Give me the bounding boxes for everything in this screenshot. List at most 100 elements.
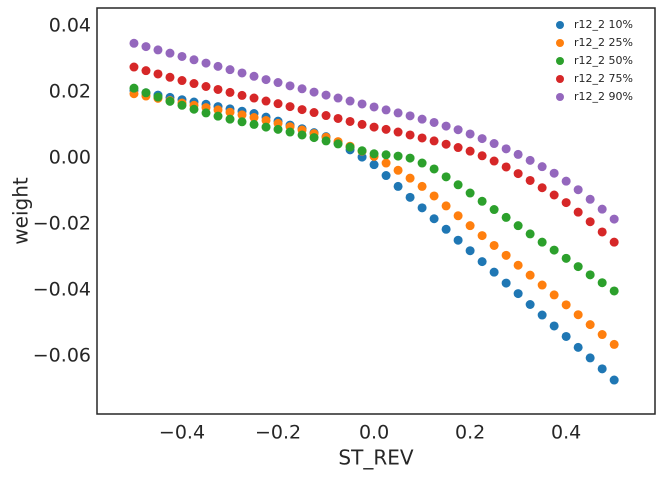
legend-marker bbox=[556, 57, 564, 65]
scatter-point bbox=[525, 175, 535, 185]
scatter-point bbox=[513, 221, 523, 231]
y-tick-label: 0.02 bbox=[49, 81, 91, 103]
scatter-point bbox=[549, 245, 559, 255]
scatter-point bbox=[525, 300, 535, 310]
scatter-point bbox=[177, 76, 187, 86]
scatter-point bbox=[213, 61, 223, 71]
scatter-point bbox=[525, 155, 535, 165]
scatter-point bbox=[477, 151, 487, 161]
scatter-point bbox=[345, 116, 355, 126]
scatter-point bbox=[129, 83, 139, 93]
scatter-point bbox=[333, 113, 343, 123]
scatter-point bbox=[273, 99, 283, 109]
scatter-point bbox=[525, 229, 535, 239]
scatter-point bbox=[189, 55, 199, 65]
scatter-point bbox=[405, 192, 415, 202]
scatter-point bbox=[297, 84, 307, 94]
scatter-point bbox=[249, 93, 259, 103]
scatter-point bbox=[501, 212, 511, 222]
legend-marker bbox=[556, 39, 564, 47]
scatter-point bbox=[513, 260, 523, 270]
scatter-point bbox=[225, 87, 235, 97]
scatter-point bbox=[561, 300, 571, 310]
scatter-point bbox=[477, 196, 487, 206]
scatter-point bbox=[165, 96, 175, 106]
scatter-point bbox=[501, 278, 511, 288]
scatter-point bbox=[153, 45, 163, 55]
scatter-point bbox=[561, 176, 571, 186]
scatter-point bbox=[189, 104, 199, 114]
scatter-point bbox=[489, 139, 499, 149]
scatter-point bbox=[261, 75, 271, 85]
y-tick-label: 0.00 bbox=[49, 147, 91, 169]
scatter-point bbox=[609, 339, 619, 349]
scatter-point bbox=[549, 168, 559, 178]
scatter-point bbox=[489, 205, 499, 215]
scatter-point bbox=[597, 278, 607, 288]
scatter-point bbox=[237, 68, 247, 78]
scatter-point bbox=[561, 331, 571, 341]
legend-label: r12_2 25% bbox=[574, 36, 633, 49]
scatter-point bbox=[129, 38, 139, 48]
scatter-point bbox=[285, 102, 295, 112]
scatter-point bbox=[285, 81, 295, 91]
scatter-point bbox=[201, 58, 211, 68]
scatter-point bbox=[261, 115, 271, 125]
scatter-point bbox=[489, 156, 499, 166]
scatter-point bbox=[441, 201, 451, 211]
scatter-point bbox=[189, 79, 199, 89]
scatter-point bbox=[477, 257, 487, 267]
scatter-point bbox=[225, 65, 235, 75]
scatter-point bbox=[129, 62, 139, 72]
scatter-point bbox=[489, 267, 499, 277]
scatter-point bbox=[393, 181, 403, 191]
scatter-point bbox=[177, 51, 187, 61]
scatter-point bbox=[405, 111, 415, 121]
scatter-point bbox=[441, 224, 451, 234]
scatter-point bbox=[321, 136, 331, 146]
scatter-point bbox=[285, 127, 295, 137]
scatter-point bbox=[429, 164, 439, 174]
scatter-point bbox=[441, 139, 451, 149]
scatter-point bbox=[561, 253, 571, 263]
scatter-point bbox=[345, 96, 355, 106]
scatter-point bbox=[537, 310, 547, 320]
scatter-point bbox=[225, 114, 235, 124]
scatter-point bbox=[453, 125, 463, 135]
scatter-point bbox=[369, 160, 379, 170]
scatter-point bbox=[213, 84, 223, 94]
scatter-point bbox=[141, 66, 151, 76]
scatter-point bbox=[297, 105, 307, 115]
scatter-point bbox=[249, 112, 259, 122]
y-axis-label: weight bbox=[9, 177, 33, 245]
scatter-point bbox=[369, 149, 379, 159]
x-tick-label: 0.4 bbox=[551, 422, 581, 444]
scatter-point bbox=[453, 143, 463, 153]
scatter-point bbox=[261, 96, 271, 106]
scatter-point bbox=[393, 165, 403, 175]
scatter-point bbox=[381, 171, 391, 181]
scatter-point bbox=[141, 88, 151, 98]
scatter-point bbox=[321, 111, 331, 121]
scatter-point bbox=[237, 110, 247, 120]
scatter-point bbox=[165, 72, 175, 82]
scatter-point bbox=[549, 190, 559, 200]
legend-label: r12_2 90% bbox=[574, 90, 633, 103]
scatter-point bbox=[549, 321, 559, 331]
y-tick-label: −0.06 bbox=[33, 344, 91, 366]
scatter-point bbox=[597, 227, 607, 237]
scatter-point bbox=[381, 158, 391, 168]
scatter-point bbox=[537, 183, 547, 193]
scatter-point bbox=[597, 204, 607, 214]
x-tick-label: −0.4 bbox=[159, 422, 205, 444]
scatter-point bbox=[453, 235, 463, 245]
y-tick-label: −0.02 bbox=[33, 213, 91, 235]
scatter-point bbox=[393, 108, 403, 118]
scatter-point bbox=[549, 290, 559, 300]
scatter-point bbox=[465, 129, 475, 139]
plot-area bbox=[96, 7, 656, 415]
scatter-point bbox=[333, 139, 343, 149]
scatter-point bbox=[417, 133, 427, 143]
scatter-point bbox=[513, 169, 523, 179]
